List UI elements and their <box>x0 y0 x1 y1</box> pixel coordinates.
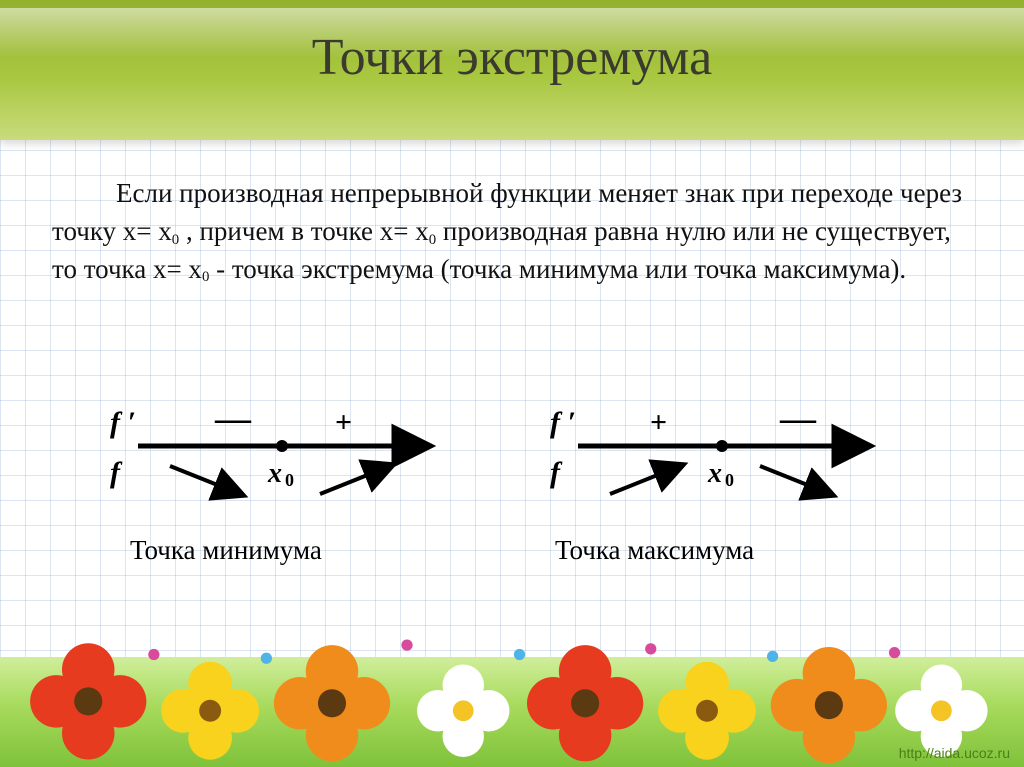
sign-minus: — <box>214 398 252 438</box>
svg-text:x: x <box>267 458 282 489</box>
caption-minimum: Точка минимума <box>130 535 322 566</box>
svg-text:f: f <box>110 456 123 489</box>
flower-decoration <box>0 617 1024 767</box>
svg-text:x: x <box>707 458 722 489</box>
sign-plus: + <box>650 406 667 439</box>
diagram-maximum: + — f ′ f x 0 <box>550 390 890 510</box>
slide-title: Точки экстремума <box>0 28 1024 87</box>
caption-maximum: Точка максимума <box>555 535 754 566</box>
body-paragraph: Если производная непрерывной функции мен… <box>52 175 972 288</box>
para-part-2: , причем в точке x= x <box>179 216 429 246</box>
svg-text:f ′: f ′ <box>550 406 576 439</box>
svg-text:f: f <box>550 456 563 489</box>
sign-minus: — <box>779 398 817 438</box>
slide-root: Точки экстремума Если производная непрер… <box>0 0 1024 767</box>
para-part-4: - точка экстремума (точка минимума или т… <box>209 254 906 284</box>
sign-plus: + <box>335 406 352 439</box>
svg-text:0: 0 <box>725 470 734 490</box>
subscript-0-c: 0 <box>202 269 209 285</box>
diagram-minimum: — + f ′ f x 0 <box>110 390 450 510</box>
credit-text: http://aida.ucoz.ru <box>899 745 1010 761</box>
svg-text:f ′: f ′ <box>110 406 136 439</box>
credit-link[interactable]: http://aida.ucoz.ru <box>899 745 1010 761</box>
svg-text:0: 0 <box>285 470 294 490</box>
subscript-0-b: 0 <box>429 232 436 248</box>
subscript-0-a: 0 <box>172 232 179 248</box>
